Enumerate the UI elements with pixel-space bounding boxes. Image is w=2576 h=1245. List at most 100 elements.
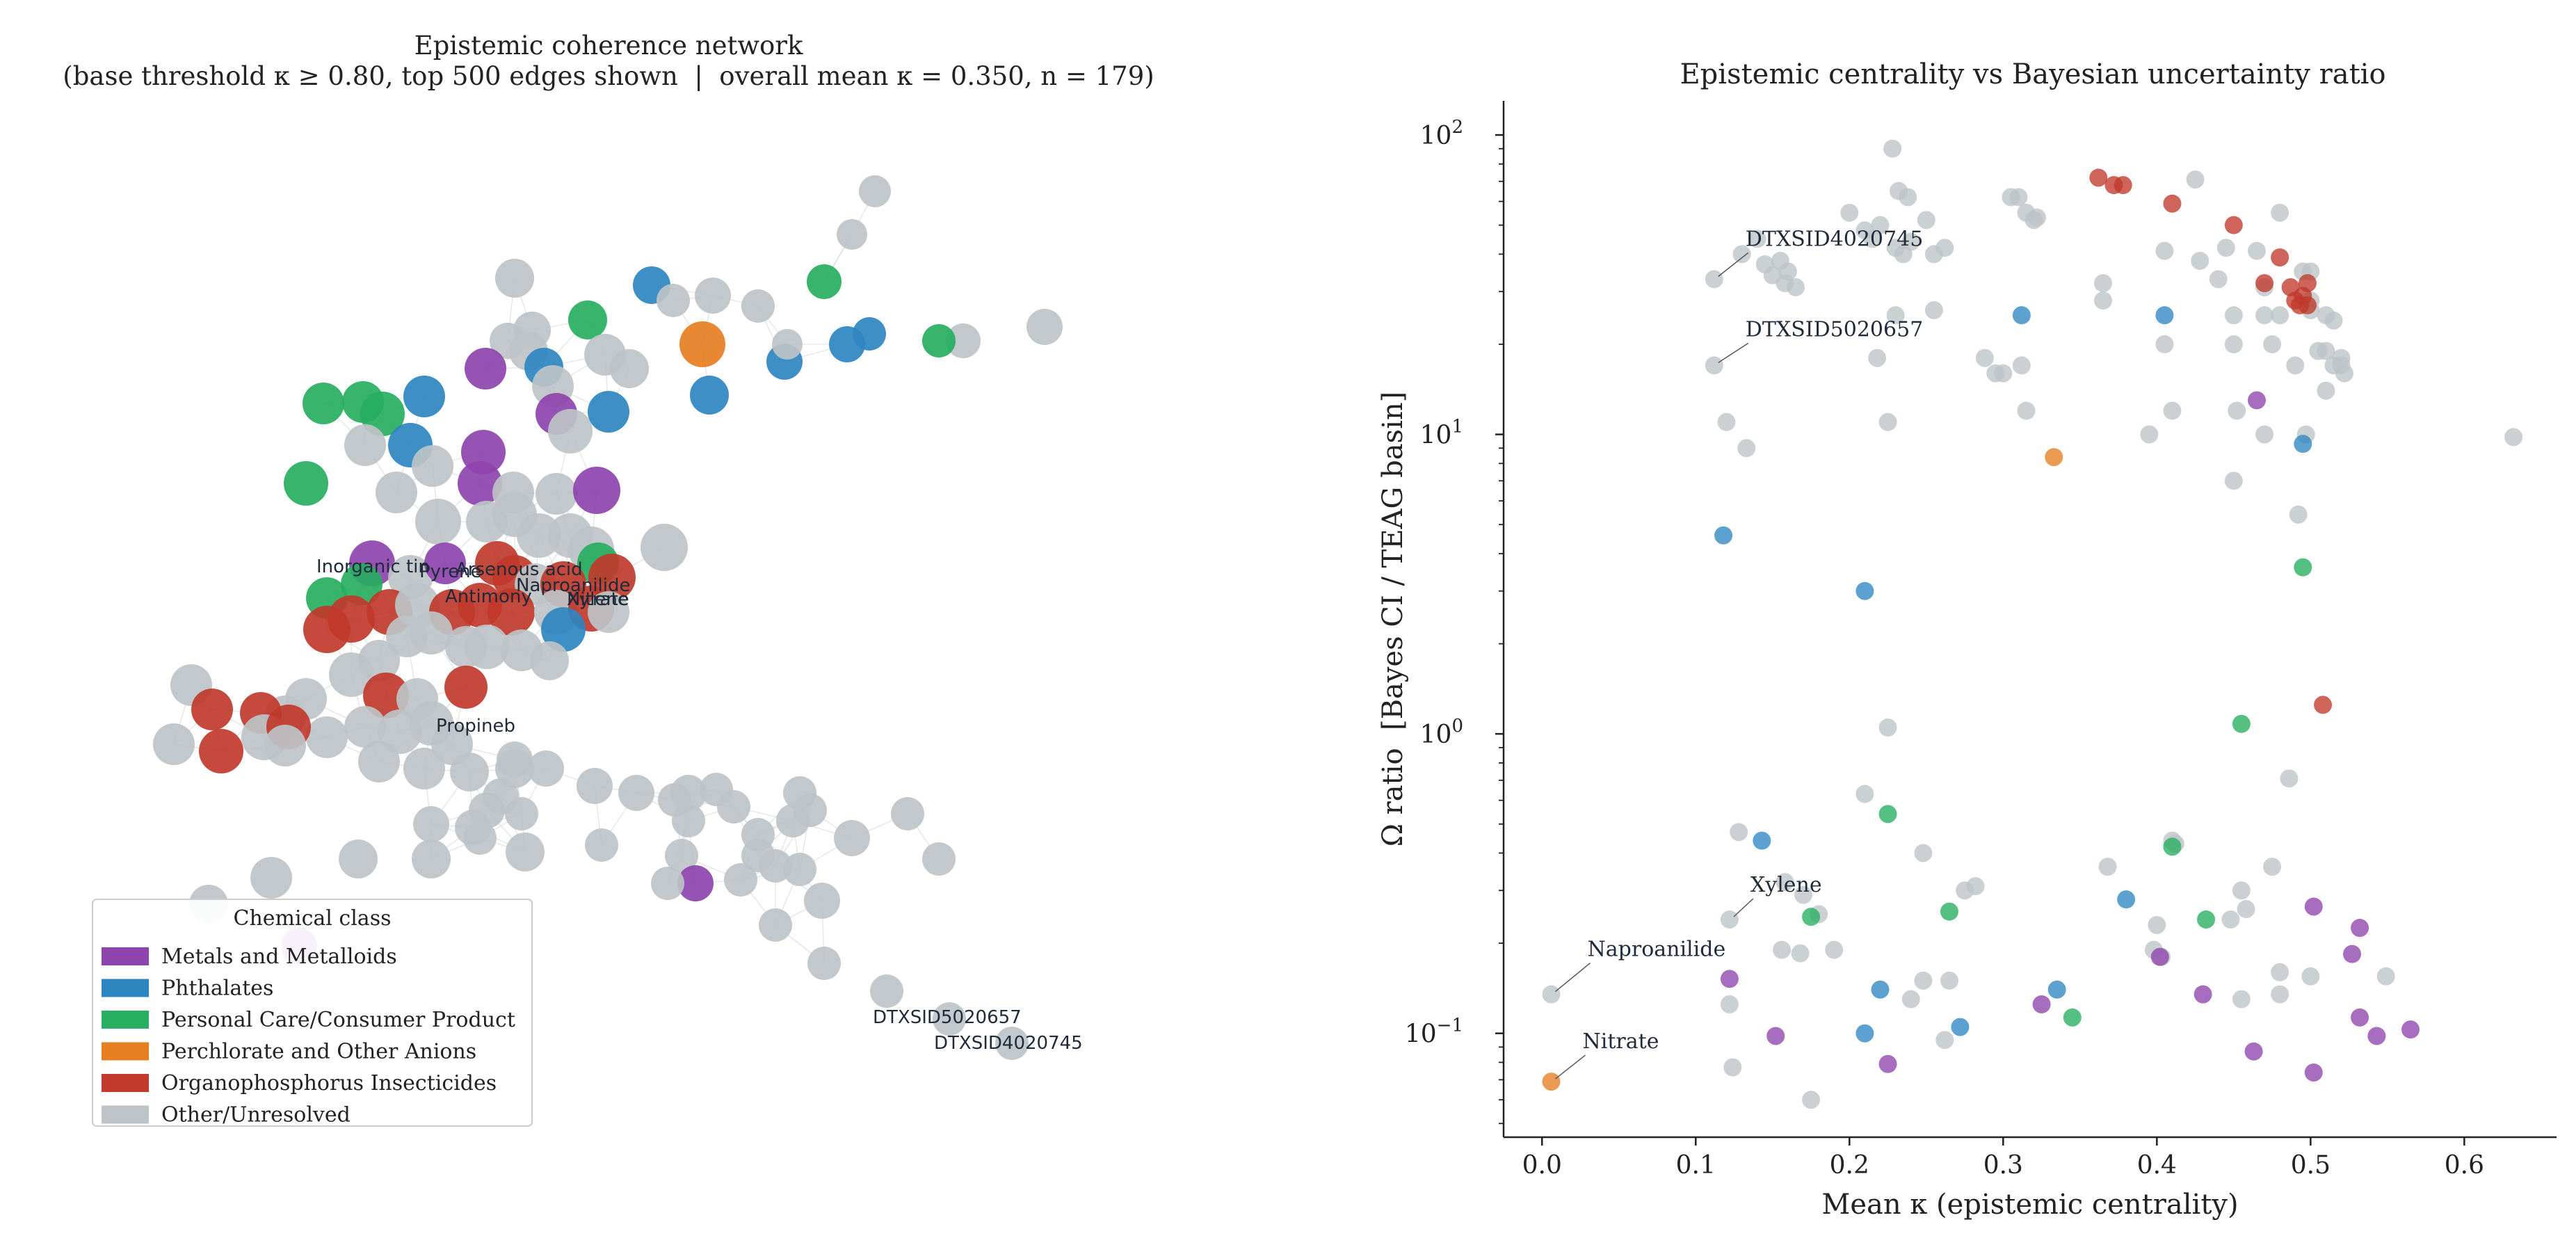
network-node — [933, 1002, 966, 1036]
point-metals-and-metalloids — [2304, 897, 2323, 916]
network-node — [463, 821, 497, 855]
point-other-unresolved — [1802, 1091, 1821, 1109]
point-phthalates — [2012, 306, 2031, 325]
point-metals-and-metalloids — [2248, 391, 2267, 410]
point-other-unresolved — [1935, 1031, 1954, 1050]
network-node — [444, 666, 488, 709]
point-personal-care-consumer-product — [1878, 805, 1897, 824]
point-other-unresolved — [2317, 381, 2335, 400]
point-other-unresolved — [1730, 823, 1748, 842]
x-tick-label: 0.4 — [2137, 1151, 2177, 1180]
x-tick-label: 0.2 — [1830, 1151, 1869, 1180]
legend-label-phthalates: Phthalates — [161, 977, 273, 1001]
point-other-unresolved — [1720, 910, 1739, 929]
point-other-unresolved — [2221, 910, 2240, 929]
point-other-unresolved — [1542, 985, 1561, 1004]
point-other-unresolved — [1901, 232, 1920, 251]
point-other-unresolved — [2186, 170, 2205, 189]
network-node — [501, 629, 542, 671]
network-node — [412, 840, 451, 878]
point-other-unresolved — [1773, 940, 1792, 959]
point-other-unresolved — [2155, 335, 2174, 353]
legend-swatch-other-unresolved — [102, 1105, 149, 1124]
legend-swatch-perchlorate-and-other-anions — [102, 1042, 149, 1061]
point-other-unresolved — [2224, 306, 2243, 325]
point-personal-care-consumer-product — [2197, 910, 2216, 929]
network-node — [306, 716, 348, 758]
network-node — [837, 219, 867, 250]
y-tick-exponent: −1 — [1437, 1015, 1463, 1036]
point-other-unresolved — [2504, 428, 2523, 447]
point-other-unresolved — [2098, 858, 2117, 876]
point-other-unresolved — [2002, 188, 2020, 207]
legend-title: Chemical class — [234, 906, 392, 931]
point-other-unresolved — [2255, 306, 2274, 325]
network-node-labels: Inorganic tin Pyrene Arsenous acid Antim… — [316, 556, 1083, 1054]
network-node — [657, 284, 690, 317]
point-other-unresolved — [2271, 306, 2289, 325]
point-other-unresolved — [1901, 990, 1920, 1009]
point-other-unresolved — [1871, 216, 1890, 234]
network-node — [376, 472, 417, 513]
network-node — [264, 725, 306, 766]
network-node — [922, 324, 956, 358]
point-other-unresolved — [1705, 270, 1723, 289]
network-node — [695, 278, 731, 314]
point-other-unresolved — [2216, 239, 2235, 257]
node-label-xylene: Xylene — [567, 589, 629, 610]
point-other-unresolved — [1786, 278, 1805, 297]
network-node — [339, 840, 378, 878]
node-label-naproanilide: Naproanilide — [516, 575, 631, 596]
point-other-unresolved — [1914, 971, 1933, 990]
point-other-unresolved — [1705, 356, 1723, 375]
point-other-unresolved — [1748, 230, 1766, 248]
point-other-unresolved — [2228, 401, 2246, 420]
network-node — [651, 867, 684, 900]
network-node — [506, 833, 545, 872]
annotation-leader — [1733, 898, 1754, 917]
network-node — [641, 524, 688, 571]
point-organophosphorus-insecticides — [2255, 274, 2274, 293]
scatter-title: Epistemic centrality vs Bayesian uncerta… — [1680, 58, 2385, 90]
point-organophosphorus-insecticides — [2163, 194, 2182, 213]
network-node — [658, 783, 691, 817]
network-subtitle: (base threshold κ ≥ 0.80, top 500 edges … — [63, 61, 1154, 91]
network-node — [568, 300, 607, 339]
network-node — [358, 741, 400, 782]
network-node — [303, 383, 344, 424]
node-label-arsenous-acid: Arsenous acid — [456, 559, 583, 580]
x-tick-label: 0.6 — [2445, 1151, 2484, 1180]
legend-label-organophosphorus-insecticides: Organophosphorus Insecticides — [161, 1071, 497, 1095]
annotation-naproanilide: Naproanilide — [1588, 938, 1726, 962]
network-node — [517, 513, 561, 558]
network-node — [610, 349, 649, 388]
point-other-unresolved — [1868, 348, 1887, 367]
point-other-unresolved — [2255, 425, 2274, 444]
network-node — [458, 461, 502, 506]
network-nodes — [153, 175, 1063, 1060]
node-label-dtxsid4020745: DTXSID4020745 — [934, 1033, 1083, 1054]
annotation-leader — [1718, 252, 1749, 277]
point-other-unresolved — [1776, 873, 1794, 892]
network-node — [922, 842, 956, 876]
node-label-pyrene: Pyrene — [419, 561, 482, 582]
legend-label-personal-care-consumer-product: Personal Care/Consumer Product — [161, 1008, 515, 1032]
network-node — [424, 543, 466, 584]
point-other-unresolved — [2263, 335, 2282, 353]
point-other-unresolved — [2232, 881, 2251, 900]
network-node — [995, 1027, 1029, 1060]
network-node — [191, 689, 233, 730]
point-other-unresolved — [1917, 211, 1935, 230]
point-other-unresolved — [2017, 401, 2036, 420]
point-other-unresolved — [1878, 412, 1897, 431]
point-metals-and-metalloids — [2351, 919, 2369, 938]
point-other-unresolved — [2271, 963, 2289, 981]
point-perchlorate-and-other-anions — [1542, 1073, 1561, 1091]
network-node — [495, 749, 534, 788]
network-node — [488, 588, 535, 636]
point-phthalates — [1871, 980, 1890, 999]
network-node — [528, 750, 564, 787]
network-node — [834, 820, 870, 856]
network-node — [403, 748, 445, 789]
